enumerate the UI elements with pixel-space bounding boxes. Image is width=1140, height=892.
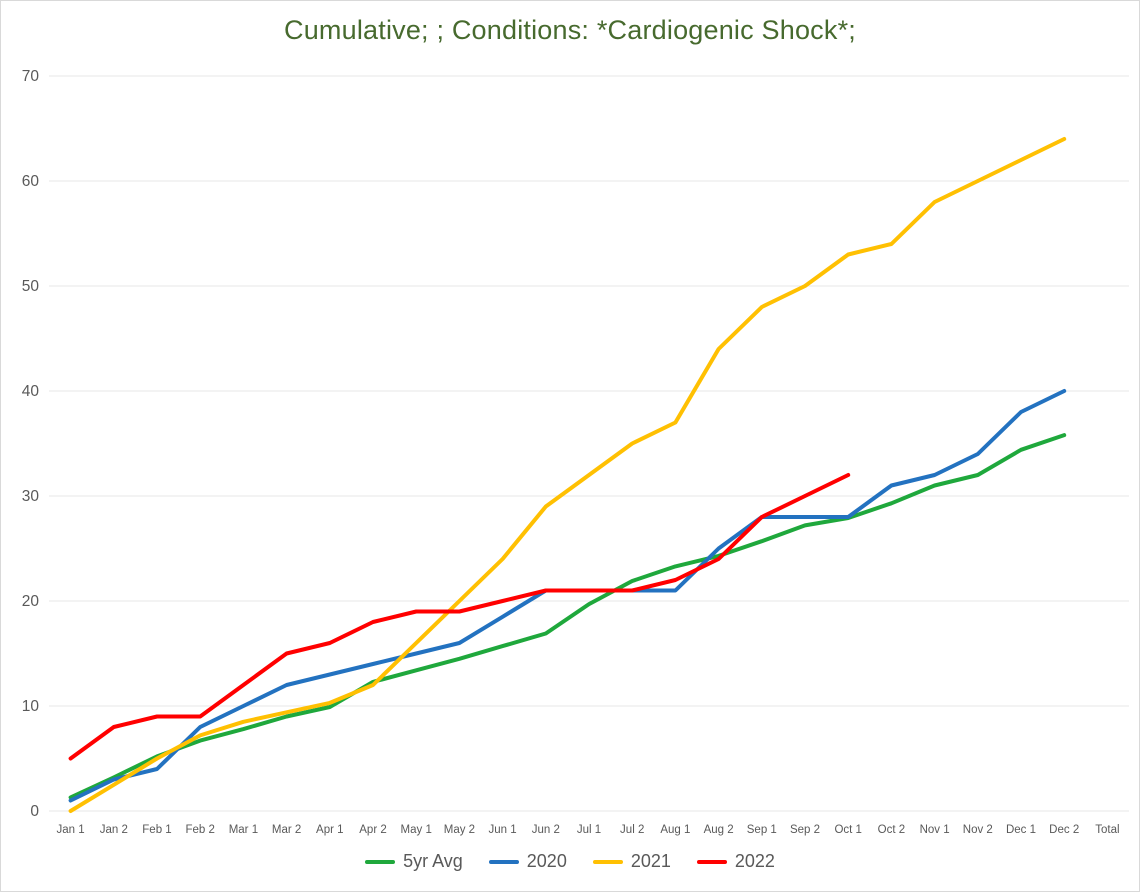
- x-axis-tick-label: Feb 1: [142, 824, 171, 836]
- y-axis-tick-label: 20: [22, 593, 40, 610]
- legend-swatch: [365, 859, 396, 864]
- series-line-2020: [68, 389, 1067, 803]
- y-axis-tick-label: 50: [22, 278, 40, 295]
- x-axis-tick-label: Mar 2: [272, 824, 301, 836]
- y-axis-tick-label: 70: [22, 68, 40, 85]
- x-axis-tick-label: Total: [1095, 824, 1119, 836]
- legend-label: 2022: [734, 851, 775, 871]
- x-axis-tick-label: Aug 1: [660, 824, 690, 836]
- x-axis-tick-label: Sep 2: [790, 824, 820, 836]
- legend-swatch: [488, 859, 519, 864]
- legend-label: 2021: [630, 851, 671, 871]
- x-axis-tick-label: Dec 2: [1049, 824, 1079, 836]
- x-axis-tick-label: Sep 1: [747, 824, 777, 836]
- legend-item-2021[interactable]: 2021: [592, 851, 671, 872]
- x-axis-tick-label: Oct 2: [878, 824, 905, 836]
- series-line-2022: [68, 473, 851, 761]
- legend-swatch: [592, 859, 623, 864]
- x-axis-tick-label: Nov 1: [920, 824, 950, 836]
- x-axis-tick-label: Nov 2: [963, 824, 993, 836]
- chart-legend: 5yr Avg 2020 2021 2022: [1, 851, 1139, 872]
- y-axis-tick-label: 30: [22, 488, 40, 505]
- x-axis-tick-label: Jun 1: [489, 824, 517, 836]
- chart-title: Cumulative; ; Conditions: *Cardiogenic S…: [284, 15, 856, 45]
- y-axis-tick-label: 0: [30, 803, 39, 820]
- x-axis-tick-label: Oct 1: [834, 824, 861, 836]
- x-axis-tick-label: Jan 1: [57, 824, 85, 836]
- y-axis-tick-label: 40: [22, 383, 40, 400]
- x-axis-tick-label: Jun 2: [532, 824, 560, 836]
- x-axis-tick-label: Jan 2: [100, 824, 128, 836]
- x-axis-tick-label: May 1: [401, 824, 432, 836]
- x-axis-tick-label: Apr 1: [316, 824, 344, 836]
- legend-item-2020[interactable]: 2020: [488, 851, 567, 872]
- legend-label: 2020: [526, 851, 567, 871]
- x-axis-tick-label: Apr 2: [359, 824, 387, 836]
- legend-swatch: [696, 859, 727, 864]
- x-axis-tick-label: May 2: [444, 824, 475, 836]
- series-line-5yr-avg: [68, 433, 1067, 800]
- x-axis-tick-label: Dec 1: [1006, 824, 1036, 836]
- series-line-2021: [68, 137, 1067, 813]
- x-axis-tick-label: Aug 2: [704, 824, 734, 836]
- legend-item-5yr-avg[interactable]: 5yr Avg: [365, 851, 463, 872]
- x-axis-tick-label: Jul 2: [620, 824, 644, 836]
- x-axis-tick-label: Feb 2: [185, 824, 214, 836]
- legend-item-2022[interactable]: 2022: [696, 851, 775, 872]
- y-axis-tick-label: 60: [22, 173, 40, 190]
- y-axis-tick-label: 10: [22, 698, 40, 715]
- legend-label: 5yr Avg: [403, 851, 463, 871]
- x-axis-tick-label: Jul 1: [577, 824, 601, 836]
- x-axis-tick-label: Mar 1: [229, 824, 258, 836]
